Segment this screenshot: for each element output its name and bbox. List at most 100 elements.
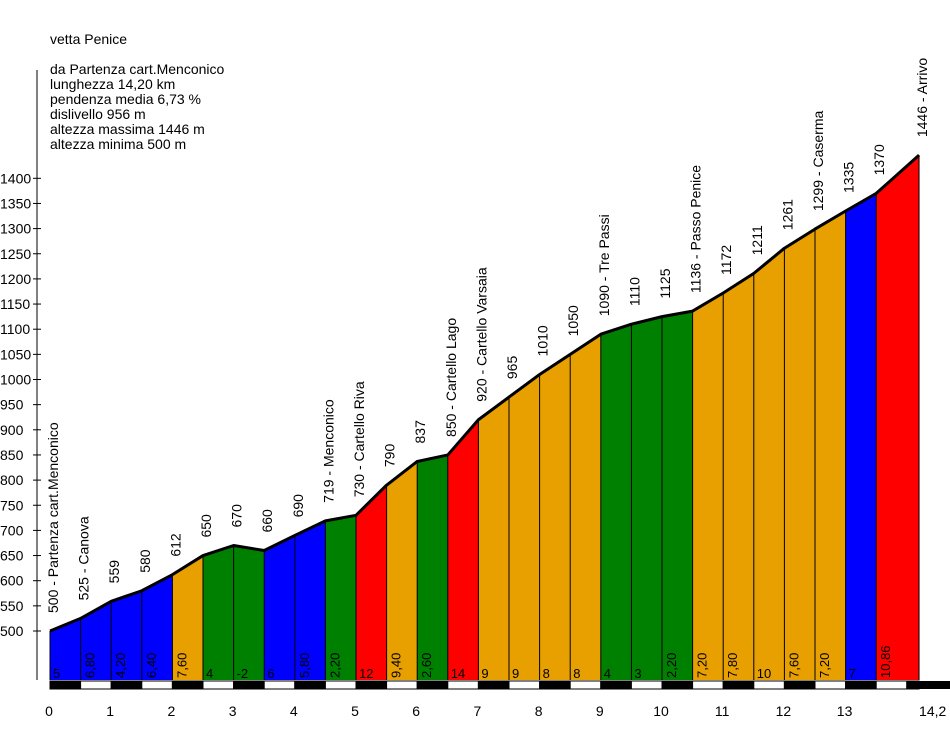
km-bar-segment [355,680,388,690]
info-gradient: pendenza media 6,73 % [50,91,201,107]
y-tick-label: 850 [0,447,24,463]
gradient-label: 6,40 [144,653,159,678]
y-tick-label: 650 [0,548,24,564]
point-label: 1299 - Caserma [810,111,826,212]
gradient-label: 3 [634,666,641,681]
gradient-label: 12 [359,666,373,681]
km-bar-segment [233,680,265,690]
km-bar-segment [722,680,755,690]
point-label: 719 - Menconico [320,399,336,503]
km-bar-segment [845,680,877,690]
point-label: 837 [412,420,428,444]
x-tick-label: 13 [837,703,853,719]
gradient-label: 9,40 [389,653,404,678]
y-tick-label: 800 [0,472,24,488]
km-bar-segment [692,680,724,690]
gradient-label: 10,86 [878,645,893,678]
segment-fill [723,273,754,680]
segment-fill [692,292,724,680]
gradient-label: 7,60 [174,653,189,678]
segment-fill [417,454,448,680]
y-axis: 500 550 600 650 700 750 800 850 900 950 1000 1050 11… [0,70,41,680]
km-bar-segment [141,680,173,690]
info-max-altitude: altezza massima 1446 m [50,121,205,137]
km-bar-segment [875,680,908,690]
point-label: 559 [106,560,122,584]
km-bar-segment [110,680,143,690]
segment-fill [325,515,356,680]
x-tick-labels: 0 1 2 3 4 5 6 7 8 9 10 11 12 13 14,2 [45,703,946,719]
x-tick-label: 1 [106,703,114,719]
segment-fill [570,334,601,680]
point-label: 965 [504,356,520,380]
segment-fill [539,354,571,680]
y-tick-label: 1150 [0,296,30,312]
km-bar-segment [447,680,479,690]
y-tick-label: 500 [0,623,24,639]
x-tick-label: 14,2 [919,703,946,719]
segment-fill [600,324,632,680]
gradient-label: 7,20 [695,653,710,678]
gradient-label: 14 [451,666,465,681]
y-tick-label: 1250 [0,246,31,262]
gradient-label: 6,80 [83,653,98,678]
x-tick-label: 3 [229,703,237,719]
info-elevation-gain: dislivello 956 m [50,106,146,122]
km-bar-segment [324,680,357,690]
x-tick-label: 7 [474,703,482,719]
point-label: 1050 [565,305,581,336]
km-bar-segment [753,680,785,690]
y-tick-label: 1350 [0,195,31,211]
segment-fill [845,193,877,680]
gradient-label: 4 [604,666,611,681]
x-tick-label: 8 [535,703,543,719]
gradient-label: 7,80 [725,653,740,678]
point-label: 1261 [779,199,795,230]
gradient-label: 2,20 [327,653,342,678]
gradient-label: 4 [206,666,213,681]
point-label: 1110 [626,277,642,306]
segment-fill [447,419,479,680]
segment-fill [876,155,920,681]
y-tick-label: 750 [0,497,24,513]
segment-fill [111,590,142,680]
gradient-label: 9 [512,666,519,681]
x-tick-label: 9 [596,703,604,719]
point-label: 1446 - Arrivo [914,58,930,138]
segment-fill [631,316,662,680]
gradient-label: 7 [849,666,856,681]
gradient-label: 5,80 [297,653,312,678]
point-labels: 500 - Partenza cart.Menconico 525 - Canov… [45,58,930,613]
point-label: 670 [229,504,245,528]
point-label: 1211 [749,225,765,255]
km-bar-segment [386,680,418,690]
gradient-label: 6 [267,666,274,681]
km-bar-segment [783,680,816,690]
gradient-label: 7,60 [786,653,801,678]
point-label: 1172 [718,245,734,275]
x-tick-label: 2 [168,703,176,719]
y-tick-label: 1050 [0,346,31,362]
gradient-label: 2,60 [419,653,434,678]
point-label: 660 [259,509,275,533]
segment-fill [784,229,815,680]
gradient-label: 2,20 [664,653,679,678]
y-tick-label: 700 [0,522,24,538]
km-bar-segment [630,680,663,690]
point-label: 650 [198,514,214,538]
y-tick-label: 1300 [0,221,31,237]
y-tick-label: 1200 [0,271,31,287]
km-bar-end [919,681,950,689]
segment-fill [662,311,693,680]
segment-fill [203,545,234,680]
km-bar-segment [49,680,82,690]
segment-fill [264,535,295,680]
point-label: 730 - Cartello Riva [351,381,367,497]
km-bar-segment [661,680,694,690]
y-tick-label: 1100 [0,321,30,337]
gradient-label: 5 [53,666,60,681]
point-label: 920 - Cartello Varsaia [473,267,489,402]
km-bar-segment [814,680,847,690]
y-tick-label: 1000 [0,372,31,388]
point-label: 790 [382,444,398,468]
